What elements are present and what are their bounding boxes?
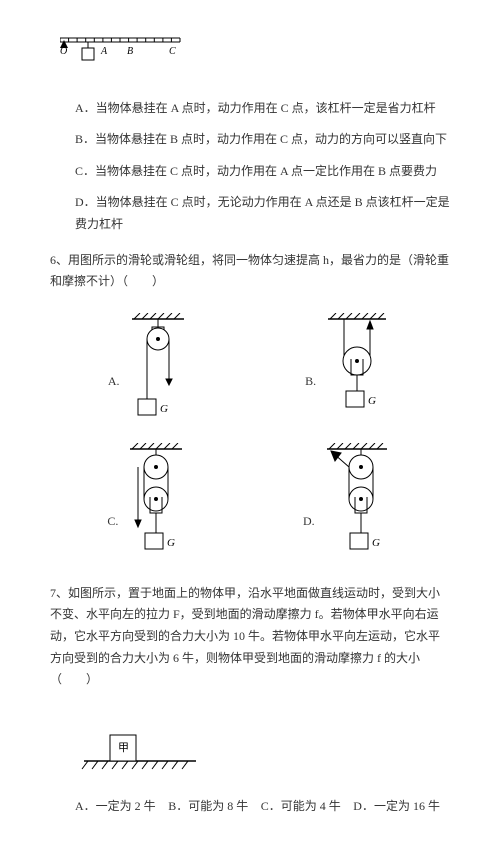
svg-text:G: G xyxy=(372,537,380,549)
q6-row1: A. xyxy=(50,313,450,423)
pulley-svg-D: G xyxy=(321,443,393,563)
q5-choice-D: D．当物体悬挂在 C 点时，无论动力作用在 A 点还是 B 点该杠杆一定是费力杠… xyxy=(75,192,450,235)
pulley-svg-A: G xyxy=(126,313,190,423)
q6-item-C: C. xyxy=(107,443,188,563)
pulley-svg-C: G xyxy=(124,443,188,563)
svg-text:G: G xyxy=(167,537,175,549)
q6-item-B: B. G xyxy=(305,313,392,423)
lever-label-C: C xyxy=(169,46,176,57)
q7-choice-C: C．可能为 4 牛 xyxy=(261,796,341,818)
lever-label-B: B xyxy=(127,46,133,57)
lever-label-O: O xyxy=(60,46,67,57)
q5-choices: A．当物体悬挂在 A 点时，动力作用在 C 点，该杠杆一定是省力杠杆 B．当物体… xyxy=(75,98,450,236)
svg-text:G: G xyxy=(368,395,376,407)
q6-item-A: A. xyxy=(108,313,190,423)
q7-svg: 甲 xyxy=(80,705,200,775)
q6-row2: C. xyxy=(50,443,450,563)
q6-label-D: D. xyxy=(303,511,315,533)
q6-label-B: B. xyxy=(305,371,316,393)
svg-text:G: G xyxy=(160,403,168,415)
lever-svg: O A B C xyxy=(60,30,190,70)
q5-choice-B: B．当物体悬挂在 B 点时，动力作用在 C 点，动力的方向可以竖直向下 xyxy=(75,129,450,151)
q7-choices: A．一定为 2 牛 B．可能为 8 牛 C．可能为 4 牛 D．一定为 16 牛 xyxy=(75,796,440,818)
q7-choice-B: B．可能为 8 牛 xyxy=(168,796,248,818)
q5-choice-A: A．当物体悬挂在 A 点时，动力作用在 C 点，该杠杆一定是省力杠杆 xyxy=(75,98,450,120)
svg-text:甲: 甲 xyxy=(118,742,129,754)
lever-label-A: A xyxy=(100,46,108,57)
q6-label-A: A. xyxy=(108,371,120,393)
q6-item-D: D. xyxy=(303,443,393,563)
q7-choice-D: D．一定为 16 牛 xyxy=(353,796,440,818)
q5-choice-C: C．当物体悬挂在 C 点时，动力作用在 A 点一定比作用在 B 点要费力 xyxy=(75,161,450,183)
q6-text: 6、用图所示的滑轮或滑轮组，将同一物体匀速提高 h，最省力的是（滑轮重和摩擦不计… xyxy=(50,250,450,293)
q6-label-C: C. xyxy=(107,511,118,533)
pulley-svg-B: G xyxy=(322,313,392,423)
q7-diagram: 甲 xyxy=(80,705,450,783)
lever-diagram: O A B C xyxy=(60,30,450,78)
q7-choice-A: A．一定为 2 牛 xyxy=(75,796,156,818)
q7-text: 7、如图所示，置于地面上的物体甲，沿水平地面做直线运动时，受到大小不变、水平向左… xyxy=(50,583,450,691)
